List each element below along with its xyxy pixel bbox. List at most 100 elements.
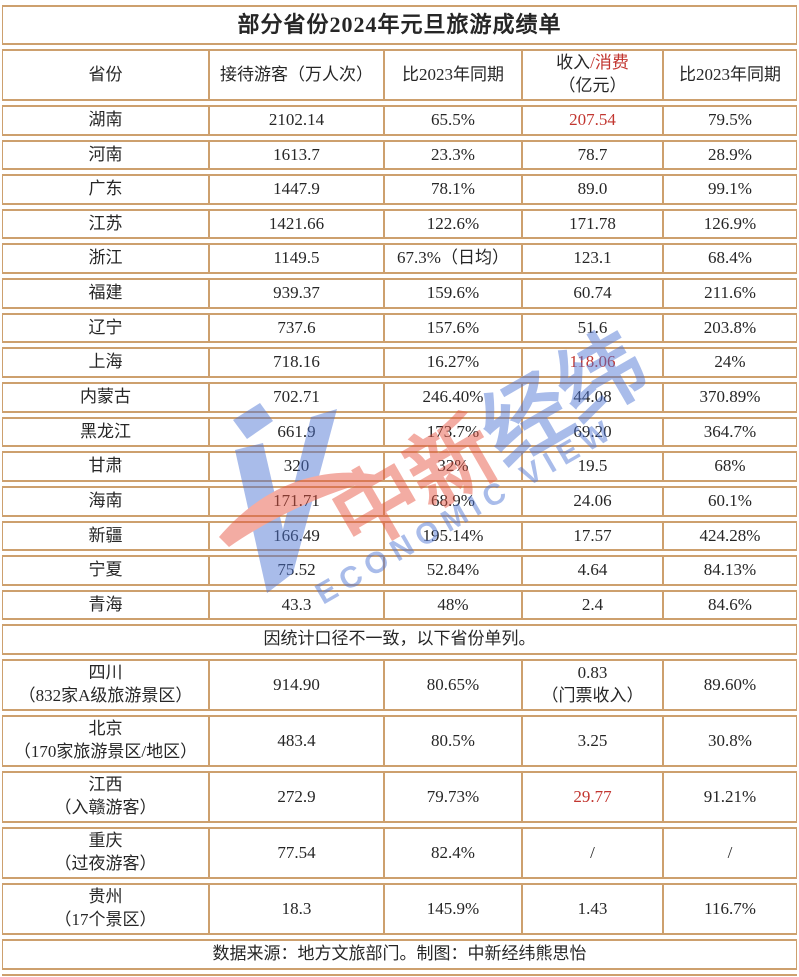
revenue-cell: 51.6 xyxy=(522,312,663,344)
yoy-visitors-cell: 48% xyxy=(384,589,522,621)
revenue-cell: 78.7 xyxy=(522,139,663,171)
yoy-visitors-cell: 78.1% xyxy=(384,174,522,205)
header-row: 省份 接待游客（万人次） 比2023年同期 收入/消费 （亿元） 比2023年同… xyxy=(2,49,798,101)
table-row: 江苏 1421.66 122.6% 171.78 126.9% xyxy=(2,208,798,240)
table-row: 新疆 166.49 195.14% 17.57 424.28% xyxy=(2,520,798,552)
yoy-revenue-cell: 30.8% xyxy=(663,715,798,768)
visitors-cell: 1613.7 xyxy=(209,139,384,171)
visitors-cell: 75.52 xyxy=(209,555,384,586)
province-cell: 青海 xyxy=(2,589,209,621)
yoy-visitors-cell: 23.3% xyxy=(384,139,522,171)
visitors-cell: 77.54 xyxy=(209,827,384,880)
visitors-cell: 1421.66 xyxy=(209,208,384,240)
revenue-cell: 123.1 xyxy=(522,243,663,275)
province-qualifier: （过夜游客） xyxy=(54,854,157,874)
table-row-special: 贵州 （17个景区） 18.3 145.9% 1.43 116.7% xyxy=(2,883,798,936)
revenue-cell: 29.77 xyxy=(522,771,663,824)
page-title: 部分省份2024年元旦旅游成绩单 xyxy=(2,5,798,45)
revenue-cell: 171.78 xyxy=(522,208,663,240)
province-cell: 河南 xyxy=(2,139,209,171)
revenue-cell: 17.57 xyxy=(522,520,663,552)
note-text: 因统计口径不一致，以下省份单列。 xyxy=(2,624,798,656)
revenue-cell: 4.64 xyxy=(522,555,663,586)
yoy-visitors-cell: 52.84% xyxy=(384,555,522,586)
province-cell: 上海 xyxy=(2,347,209,378)
table-row: 浙江 1149.5 67.3%（日均） 123.1 68.4% xyxy=(2,243,798,275)
visitors-cell: 718.16 xyxy=(209,347,384,378)
revenue-cell: 69.20 xyxy=(522,416,663,448)
province-cell: 广东 xyxy=(2,174,209,205)
table-row: 黑龙江 661.9 173.7% 69.20 364.7% xyxy=(2,416,798,448)
table-row: 甘肃 320 32% 19.5 68% xyxy=(2,451,798,482)
province-cell: 新疆 xyxy=(2,520,209,552)
province-cell: 四川 （832家A级旅游景区） xyxy=(2,659,209,712)
province-name: 贵州 xyxy=(88,887,123,907)
province-qualifier: （入赣游客） xyxy=(54,798,157,818)
yoy-visitors-cell: 67.3%（日均） xyxy=(384,243,522,275)
yoy-visitors-cell: 82.4% xyxy=(384,827,522,880)
yoy-visitors-cell: 157.6% xyxy=(384,312,522,344)
yoy-revenue-cell: 68.4% xyxy=(663,243,798,275)
yoy-revenue-cell: 424.28% xyxy=(663,520,798,552)
yoy-revenue-cell: 364.7% xyxy=(663,416,798,448)
yoy-revenue-cell: 24% xyxy=(663,347,798,378)
visitors-cell: 661.9 xyxy=(209,416,384,448)
revenue-cell: 2.4 xyxy=(522,589,663,621)
yoy-revenue-cell: 60.1% xyxy=(663,485,798,517)
visitors-cell: 320 xyxy=(209,451,384,482)
revenue-qualifier: （门票收入） xyxy=(541,686,644,706)
revenue-cell: 1.43 xyxy=(522,883,663,936)
province-cell: 贵州 （17个景区） xyxy=(2,883,209,936)
yoy-revenue-cell: 68% xyxy=(663,451,798,482)
visitors-cell: 702.71 xyxy=(209,382,384,413)
province-name: 北京 xyxy=(88,719,123,739)
col-header-visitors: 接待游客（万人次） xyxy=(209,49,384,101)
yoy-visitors-cell: 246.40% xyxy=(384,382,522,413)
yoy-revenue-cell: 116.7% xyxy=(663,883,798,936)
yoy-visitors-cell: 32% xyxy=(384,451,522,482)
visitors-cell: 1149.5 xyxy=(209,243,384,275)
table-row-special: 北京 （170家旅游景区/地区） 483.4 80.5% 3.25 30.8% xyxy=(2,715,798,768)
col-header-yoy1: 比2023年同期 xyxy=(384,49,522,101)
province-cell: 辽宁 xyxy=(2,312,209,344)
header-revenue-consumption: /消费 xyxy=(590,53,629,72)
footer-row: 数据来源：地方文旅部门。制图：中新经纬熊思怡 xyxy=(2,939,798,970)
visitors-cell: 272.9 xyxy=(209,771,384,824)
province-cell: 福建 xyxy=(2,278,209,309)
visitors-cell: 1447.9 xyxy=(209,174,384,205)
yoy-revenue-cell: 203.8% xyxy=(663,312,798,344)
province-cell: 海南 xyxy=(2,485,209,517)
province-name: 重庆 xyxy=(88,831,123,851)
yoy-revenue-cell: 84.13% xyxy=(663,555,798,586)
table-row: 福建 939.37 159.6% 60.74 211.6% xyxy=(2,278,798,309)
yoy-visitors-cell: 79.73% xyxy=(384,771,522,824)
province-name: 江西 xyxy=(88,775,123,795)
yoy-visitors-cell: 80.65% xyxy=(384,659,522,712)
table-row-special: 重庆 （过夜游客） 77.54 82.4% / / xyxy=(2,827,798,880)
revenue-cell: 60.74 xyxy=(522,278,663,309)
province-name: 四川 xyxy=(88,663,123,683)
yoy-revenue-cell: 211.6% xyxy=(663,278,798,309)
table-row: 上海 718.16 16.27% 118.06 24% xyxy=(2,347,798,378)
province-cell: 江西 （入赣游客） xyxy=(2,771,209,824)
revenue-cell: 207.54 xyxy=(522,104,663,136)
col-header-revenue: 收入/消费 （亿元） xyxy=(522,49,663,101)
province-qualifier: （17个景区） xyxy=(54,910,157,930)
revenue-cell: 0.83 （门票收入） xyxy=(522,659,663,712)
visitors-cell: 2102.14 xyxy=(209,104,384,136)
revenue-cell: 19.5 xyxy=(522,451,663,482)
visitors-cell: 18.3 xyxy=(209,883,384,936)
yoy-revenue-cell: 91.21% xyxy=(663,771,798,824)
table-row: 青海 43.3 48% 2.4 84.6% xyxy=(2,589,798,621)
yoy-visitors-cell: 173.7% xyxy=(384,416,522,448)
visitors-cell: 939.37 xyxy=(209,278,384,309)
table-row: 内蒙古 702.71 246.40% 44.08 370.89% xyxy=(2,382,798,413)
province-cell: 重庆 （过夜游客） xyxy=(2,827,209,880)
yoy-visitors-cell: 195.14% xyxy=(384,520,522,552)
header-revenue-income: 收入 xyxy=(556,53,591,72)
yoy-visitors-cell: 80.5% xyxy=(384,715,522,768)
table-row: 广东 1447.9 78.1% 89.0 99.1% xyxy=(2,174,798,205)
source-credit: 数据来源：地方文旅部门。制图：中新经纬熊思怡 xyxy=(2,939,798,970)
